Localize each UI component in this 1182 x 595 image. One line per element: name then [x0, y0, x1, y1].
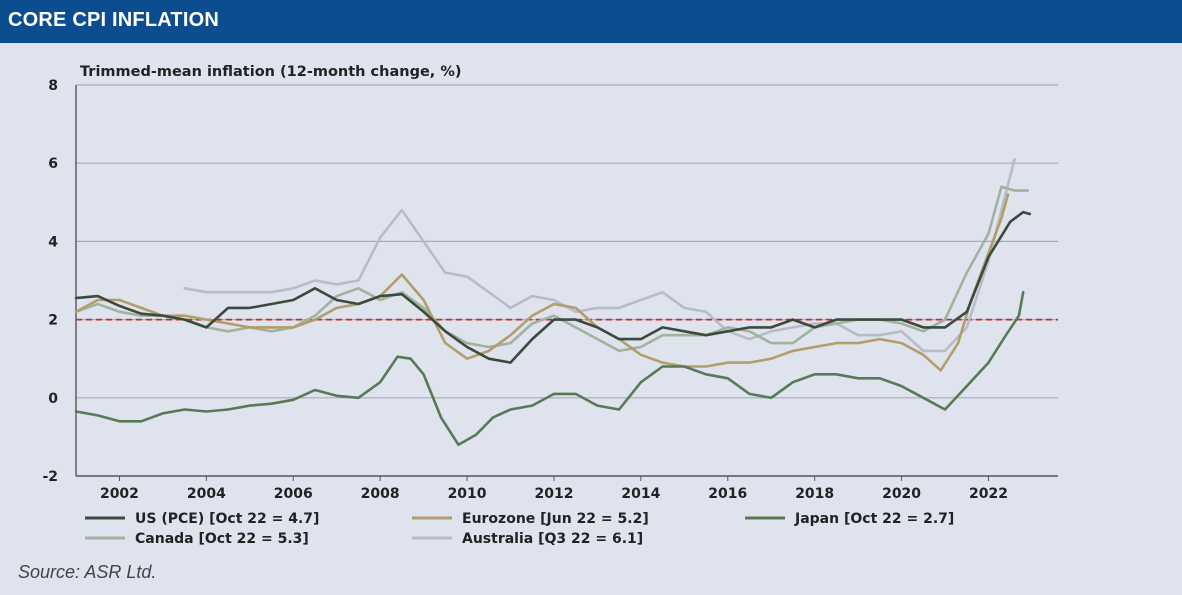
legend-label: US (PCE) [Oct 22 = 4.7]	[135, 511, 319, 527]
x-tick-label: 2014	[621, 486, 660, 502]
legend-label: Canada [Oct 22 = 5.3]	[135, 531, 309, 547]
y-tick-label: 6	[48, 156, 58, 172]
series-line-4	[183, 158, 1016, 353]
x-tick-label: 2020	[882, 486, 921, 502]
series-line-3	[74, 185, 1029, 353]
chart-title: Trimmed-mean inflation (12-month change,…	[80, 64, 462, 80]
y-tick-label: 0	[48, 391, 58, 407]
legend-label: Japan [Oct 22 = 2.7]	[794, 511, 954, 527]
legend-label: Eurozone [Jun 22 = 5.2]	[462, 511, 649, 527]
series-line-0	[74, 210, 1032, 364]
series-line-2	[74, 290, 1025, 446]
x-tick-label: 2012	[534, 486, 573, 502]
x-tick-label: 2010	[448, 486, 487, 502]
header-bar: CORE CPI INFLATION	[0, 0, 1182, 43]
legend-label: Australia [Q3 22 = 6.1]	[462, 531, 643, 547]
source-note: Source: ASR Ltd.	[18, 562, 157, 582]
x-tick-label: 2002	[100, 486, 139, 502]
x-tick-label: 2018	[795, 486, 834, 502]
series-line-1	[74, 193, 1010, 372]
x-tick-label: 2022	[969, 486, 1008, 502]
x-tick-label: 2006	[274, 486, 313, 502]
x-tick-label: 2004	[187, 486, 226, 502]
y-tick-label: -2	[42, 469, 58, 485]
y-tick-label: 4	[48, 234, 58, 250]
y-tick-label: 2	[48, 313, 58, 329]
x-tick-label: 2016	[708, 486, 747, 502]
y-tick-label: 8	[48, 78, 58, 94]
page-title: CORE CPI INFLATION	[8, 9, 220, 31]
x-tick-label: 2008	[361, 486, 400, 502]
